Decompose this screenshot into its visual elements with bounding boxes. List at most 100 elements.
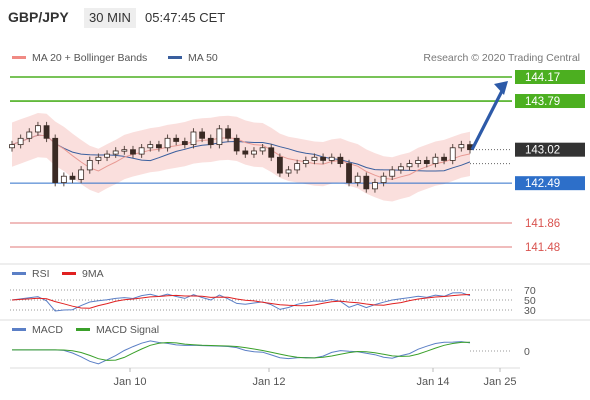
macd-level-lines: 0 [470,346,530,358]
macd-signal-line [12,341,471,361]
candle [328,153,335,165]
candle [181,137,188,149]
macd-panel: MACD MACD Signal 0 [0,319,590,365]
x-tick-label: Jan 10 [113,376,146,388]
main-legend: MA 20 + Bollinger Bands MA 50 Research ©… [12,52,580,64]
level-tag-bg [515,176,585,191]
arrow-shaft [470,86,506,151]
candle [285,166,292,177]
candle [406,159,413,171]
candle [225,125,231,143]
candle [242,147,249,158]
candle [199,128,206,143]
candle [9,140,15,152]
candle [69,172,76,184]
candle [311,153,318,165]
legend-swatch-ma20 [12,56,26,59]
chart-header: GBP/JPY 30 MIN 05:47:45 CET [0,0,590,34]
legend-swatch-9ma [62,272,76,275]
candle [294,159,301,174]
candle [449,143,456,165]
price-panel: 144.17 143.79 143.02 142.49 141.86 141.48 [9,68,585,258]
level-tag-label: 141.48 [525,242,560,254]
level-tag-label: 141.86 [525,218,560,230]
rsi-ma-line [11,294,471,309]
candle [380,172,387,187]
legend-label-ma20: MA 20 + Bollinger Bands [32,52,147,64]
candle [363,172,370,193]
candle [337,153,344,168]
candle [190,128,197,149]
candle [95,153,102,165]
candle [104,150,110,162]
candle [52,134,59,187]
candle [251,147,257,158]
candle [320,153,326,165]
rsi-line [11,292,471,312]
level-tag-label: 143.79 [525,96,560,108]
macd-level-label: 0 [524,346,530,358]
candle [216,125,223,149]
candle [17,134,24,149]
candle [415,156,422,168]
level-tag-bg [515,94,585,109]
legend-swatch-macd [12,328,26,331]
candle [164,134,171,152]
level-lines [10,76,512,248]
legend-label-9ma: 9MA [82,268,104,280]
legend-label-macd: MACD [32,324,63,336]
candle [35,121,41,136]
x-tick-label: Jan 12 [252,376,285,388]
candle [86,156,93,174]
candle [276,153,283,177]
legend-label-rsi: RSI [32,268,50,280]
candle [173,134,180,146]
candle [60,172,67,187]
candle [458,140,465,152]
level-tag-bg [515,215,585,230]
level-tag-label: 142.49 [525,178,560,190]
candle [346,159,352,187]
arrow-head [494,81,508,95]
candle [207,134,214,149]
rsi-level-label: 70 [524,285,536,297]
symbol-label: GBP/JPY [8,9,69,25]
candle [138,143,145,158]
level-tags: 144.17 143.79 143.02 142.49 141.86 141.48 [515,70,585,255]
level-tag-bg [515,240,585,255]
candle [302,156,309,168]
level-tag-bg [515,142,585,157]
candle [268,143,275,162]
candle [130,145,136,158]
candle [259,143,266,155]
level-tag-label: 144.17 [525,72,560,84]
legend-swatch-macd-signal [76,328,90,331]
level-tag-label: 143.02 [525,145,560,157]
x-tick-label: Jan 25 [483,376,516,388]
macd-line [12,340,471,365]
candle [43,121,50,143]
time-label: 05:47:45 CET [145,10,226,25]
x-axis: Jan 10 Jan 12 Jan 14 Jan 25 [10,367,520,388]
candle [372,178,378,193]
candle [354,172,361,187]
level-tag-bg [515,70,585,84]
candle [147,140,154,152]
candle [156,140,162,152]
rsi-level-label: 30 [524,305,536,317]
legend-swatch-ma50 [168,56,182,59]
x-tick-label: Jan 14 [416,376,449,388]
rsi-level-label: 50 [524,295,536,307]
timeframe-button[interactable]: 30 MIN [84,8,136,28]
projection-arrow [470,81,508,151]
candles [9,121,473,193]
candle [112,147,119,158]
legend-label-ma50: MA 50 [188,52,218,64]
candle [397,162,404,174]
legend-label-macd-signal: MACD Signal [96,324,159,336]
candle [121,145,128,155]
candle [389,166,396,181]
candle [78,166,85,184]
